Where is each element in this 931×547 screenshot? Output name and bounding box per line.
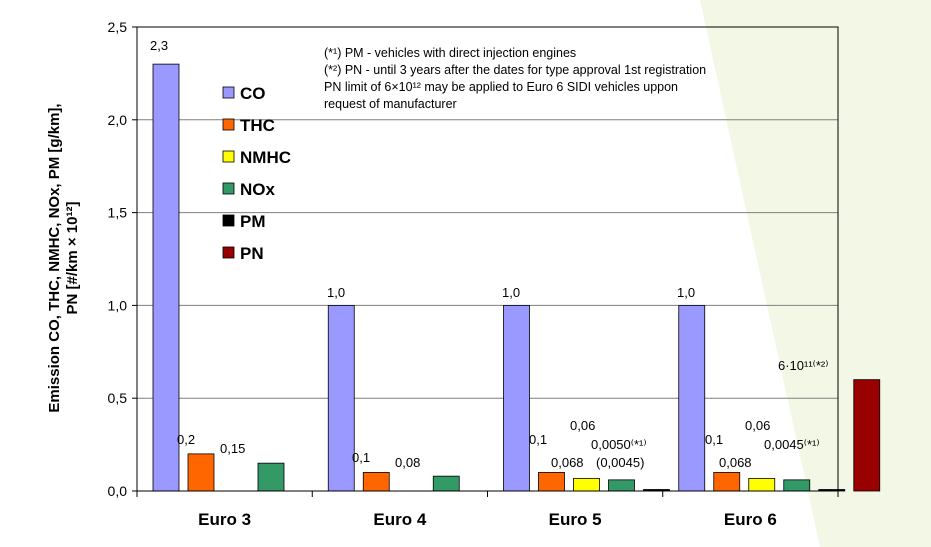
legend-swatch-thc <box>222 118 235 131</box>
bar-thc-euro-5 <box>538 472 565 492</box>
y-axis-title-line2: PN [#/km × 10¹²] <box>64 202 81 315</box>
data-label-thc-euro5: 0,1 <box>529 432 547 447</box>
grid-lines <box>137 119 838 399</box>
data-label-pm-euro5: 0,0050⁽*¹⁾ <box>591 437 647 452</box>
bar-nmhc-euro-6 <box>748 477 776 492</box>
data-label-nmhc-euro6: 0,068 <box>719 455 752 470</box>
legend-swatch-pn <box>222 246 235 259</box>
data-label-pn-euro6: 6·10¹¹⁽*²⁾ <box>778 358 828 373</box>
legend-label-co: CO <box>240 84 266 103</box>
x-tick-label: Euro 3 <box>198 510 251 529</box>
legend-swatch-pm <box>222 214 235 227</box>
data-label-nox-euro3: 0,15 <box>220 441 245 456</box>
data-label-pm-euro6: 0,0045⁽*¹⁾ <box>764 437 820 452</box>
bars <box>152 63 881 492</box>
bar-co-euro-4 <box>327 304 355 492</box>
y-axis-title-line1: Emission CO, THC, NMHC, NOx, PM [g/km], <box>46 103 63 412</box>
y-tick-label: 0,5 <box>108 390 128 406</box>
data-label-co-euro4: 1,0 <box>327 285 345 300</box>
bar-nox-euro-3 <box>257 462 285 492</box>
legend-swatch-nmhc <box>222 150 235 163</box>
data-label-nox-euro5: 0,06 <box>570 418 595 433</box>
legend-label-nox: NOx <box>240 180 276 199</box>
note-line: request of manufacturer <box>324 97 457 111</box>
bar-co-euro-3 <box>152 63 180 492</box>
bar-nox-euro-4 <box>432 475 460 492</box>
bar-nox-euro-5 <box>608 479 635 492</box>
y-tick-label: 1,0 <box>108 297 128 313</box>
notes: (*¹) PM - vehicles with direct injection… <box>324 46 706 111</box>
data-label-thc-euro3: 0,2 <box>177 432 195 447</box>
data-label-co-euro5: 1,0 <box>502 285 520 300</box>
axes: 0,0 0,5 1,0 1,5 2,0 2,5 Euro 3 Euro 4 Euro 5 Euro… <box>108 19 839 529</box>
note-line: (*²) PN - until 3 years after the dates … <box>324 63 706 77</box>
bar-thc-euro-3 <box>187 453 215 492</box>
data-label-nox-euro6: 0,06 <box>745 418 770 433</box>
note-line: (*¹) PM - vehicles with direct injection… <box>324 46 576 60</box>
legend-swatch-nox <box>222 182 235 195</box>
bar-thc-euro-4 <box>362 472 390 492</box>
note-line: PN limit of 6×10¹² may be applied to Eur… <box>324 80 678 94</box>
y-tick-label: 1,5 <box>108 205 128 221</box>
data-label-nox-euro4: 0,08 <box>395 455 420 470</box>
data-label-thc-euro6: 0,1 <box>705 432 723 447</box>
legend: CO THC NMHC NOx PM PN <box>222 84 291 263</box>
bar-co-euro-5 <box>503 304 530 492</box>
data-labels: 2,3 0,2 0,15 1,0 0,1 0,08 1,0 0,1 0,068 0,06 0,005… <box>150 38 828 470</box>
data-label-nmhc-euro5: 0,068 <box>551 455 584 470</box>
legend-label-pm: PM <box>240 212 266 231</box>
legend-swatch-co <box>222 86 235 99</box>
bar-nox-euro-6 <box>783 479 811 492</box>
x-tick-label: Euro 5 <box>549 510 602 529</box>
bar-thc-euro-6 <box>713 472 741 492</box>
legend-label-thc: THC <box>240 116 275 135</box>
data-label-thc-euro4: 0,1 <box>352 450 370 465</box>
bar-pn-euro-6 <box>853 379 881 492</box>
data-label-pm-euro5-alt: (0,0045) <box>596 455 644 470</box>
y-tick-label: 2,5 <box>108 19 128 35</box>
data-label-co-euro3: 2,3 <box>150 38 168 53</box>
x-tick-label: Euro 4 <box>373 510 426 529</box>
bar-co-euro-6 <box>678 304 706 492</box>
legend-label-nmhc: NMHC <box>240 148 291 167</box>
legend-label-pn: PN <box>240 244 264 263</box>
y-axis-title: Emission CO, THC, NMHC, NOx, PM [g/km], P… <box>46 103 81 412</box>
data-label-co-euro6: 1,0 <box>677 285 695 300</box>
bar-nmhc-euro-5 <box>573 477 600 492</box>
x-tick-label: Euro 6 <box>724 510 777 529</box>
y-tick-label: 2,0 <box>108 112 128 128</box>
y-tick-label: 0,0 <box>108 483 128 499</box>
